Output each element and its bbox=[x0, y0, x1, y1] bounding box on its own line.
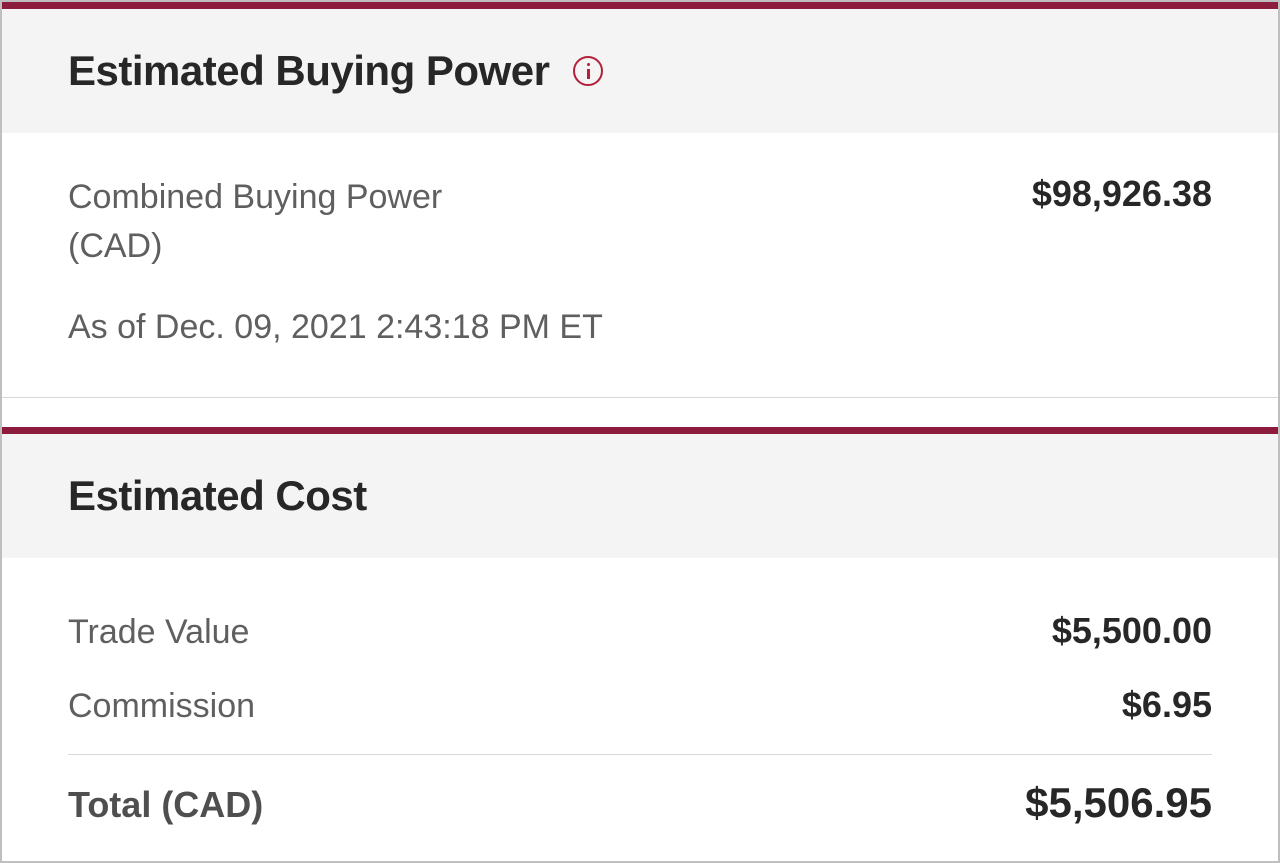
combined-buying-power-row: Combined Buying Power (CAD) $98,926.38 bbox=[68, 173, 1212, 272]
buying-power-header: Estimated Buying Power bbox=[2, 9, 1278, 133]
panel-accent-bar bbox=[2, 2, 1278, 9]
estimated-cost-header: Estimated Cost bbox=[2, 434, 1278, 558]
commission-amount: $6.95 bbox=[1122, 684, 1212, 726]
combined-buying-power-label: Combined Buying Power (CAD) bbox=[68, 173, 528, 272]
buying-power-title: Estimated Buying Power bbox=[68, 47, 549, 95]
commission-label: Commission bbox=[68, 687, 255, 726]
estimated-cost-title: Estimated Cost bbox=[68, 472, 367, 520]
trade-value-label: Trade Value bbox=[68, 613, 249, 652]
total-amount: $5,506.95 bbox=[1025, 779, 1212, 827]
total-row: Total (CAD) $5,506.95 bbox=[68, 773, 1212, 827]
buying-power-body: Combined Buying Power (CAD) $98,926.38 A… bbox=[2, 133, 1278, 397]
total-label: Total (CAD) bbox=[68, 784, 263, 826]
trade-value-row: Trade Value $5,500.00 bbox=[68, 594, 1212, 668]
info-icon[interactable] bbox=[573, 56, 603, 86]
estimated-cost-panel: Estimated Cost Trade Value $5,500.00 Com… bbox=[2, 427, 1278, 847]
cost-divider bbox=[68, 754, 1212, 755]
estimated-cost-body: Trade Value $5,500.00 Commission $6.95 T… bbox=[2, 558, 1278, 847]
panel-separator bbox=[2, 397, 1278, 427]
trade-value-amount: $5,500.00 bbox=[1052, 610, 1212, 652]
buying-power-panel: Estimated Buying Power Combined Buying P… bbox=[2, 2, 1278, 397]
panel-accent-bar bbox=[2, 427, 1278, 434]
combined-buying-power-value: $98,926.38 bbox=[1032, 173, 1212, 215]
buying-power-timestamp: As of Dec. 09, 2021 2:43:18 PM ET bbox=[68, 308, 1212, 347]
commission-row: Commission $6.95 bbox=[68, 668, 1212, 742]
